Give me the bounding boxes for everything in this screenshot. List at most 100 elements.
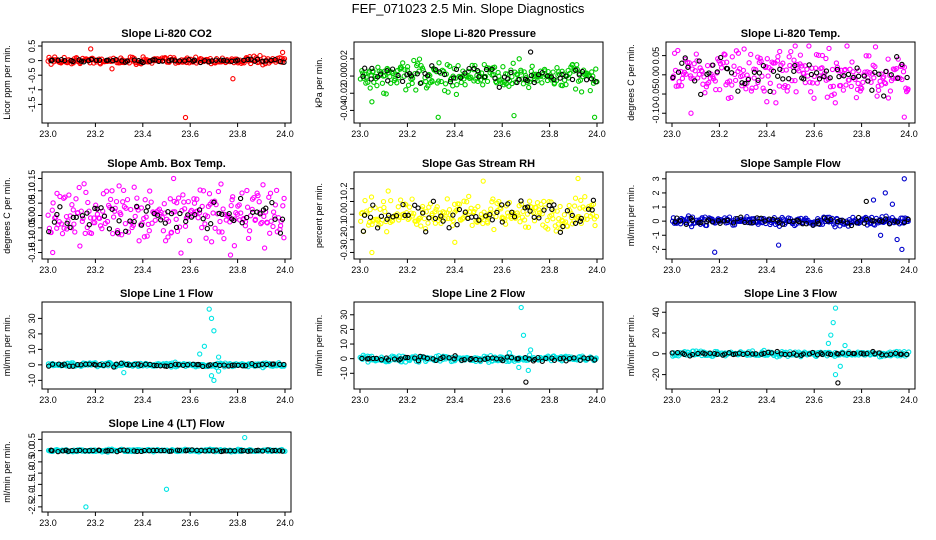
y-axis-label: degrees C per min. xyxy=(626,44,636,121)
data-point xyxy=(871,75,877,81)
data-point xyxy=(490,196,496,202)
data-point xyxy=(395,204,401,210)
data-point xyxy=(704,62,711,69)
data-point xyxy=(261,213,267,220)
data-point xyxy=(69,202,75,208)
data-point xyxy=(793,89,799,95)
series-black xyxy=(670,54,910,99)
data-point xyxy=(894,54,900,60)
data-point xyxy=(396,217,402,223)
data-point xyxy=(393,72,399,78)
data-point xyxy=(435,78,442,84)
data-point xyxy=(184,362,191,368)
data-point xyxy=(467,356,473,363)
x-tick-label: 23.4 xyxy=(758,265,776,275)
data-point xyxy=(833,60,840,66)
data-point xyxy=(886,221,893,227)
data-point xyxy=(226,363,232,369)
y-axis-label: ml/min per min. xyxy=(626,185,636,247)
data-point xyxy=(135,361,141,367)
x-tick-label: 23.2 xyxy=(711,265,729,275)
data-point xyxy=(456,201,463,207)
data-point-outlier xyxy=(211,328,217,334)
data-point xyxy=(176,58,183,64)
x-tick-label: 24.0 xyxy=(276,395,294,405)
y-tick-label: -0.3 xyxy=(339,245,349,261)
data-point xyxy=(239,363,246,369)
y-tick-label: -1.5 xyxy=(27,97,37,113)
data-point xyxy=(505,201,511,207)
data-point xyxy=(76,184,82,191)
data-point xyxy=(735,88,741,94)
data-point xyxy=(199,203,205,210)
data-point xyxy=(541,207,547,213)
data-point xyxy=(75,361,81,368)
data-point xyxy=(362,65,368,71)
data-point xyxy=(688,75,694,81)
y-tick-label: 0.0 xyxy=(339,208,349,221)
data-point xyxy=(863,53,869,59)
data-point xyxy=(774,348,780,355)
data-point xyxy=(419,203,426,210)
data-point xyxy=(806,62,812,68)
x-tick-label: 24.0 xyxy=(276,129,294,139)
chart-title: Slope Line 2 Flow xyxy=(432,288,525,300)
data-point xyxy=(200,188,207,194)
series-colored xyxy=(670,305,912,378)
data-point xyxy=(861,73,867,79)
data-point xyxy=(883,216,889,222)
data-point xyxy=(489,66,495,72)
data-point-outlier xyxy=(381,90,387,96)
data-point xyxy=(183,218,189,225)
data-point xyxy=(151,362,157,369)
data-point xyxy=(553,228,559,234)
data-point xyxy=(58,221,65,227)
data-point xyxy=(837,82,844,89)
data-point xyxy=(846,77,852,83)
y-tick-label: 0.05 xyxy=(651,47,661,65)
data-point xyxy=(173,216,179,222)
data-point xyxy=(423,78,429,85)
data-point xyxy=(696,71,702,78)
data-point xyxy=(176,224,183,230)
data-point xyxy=(869,217,875,224)
data-point xyxy=(446,207,453,213)
data-point xyxy=(251,194,257,201)
data-point-outlier xyxy=(116,183,122,189)
data-point xyxy=(48,229,54,236)
data-point xyxy=(453,91,460,98)
data-point xyxy=(718,54,724,61)
data-point xyxy=(849,59,855,65)
data-point xyxy=(281,361,287,368)
data-point xyxy=(368,194,375,200)
data-point xyxy=(432,220,439,226)
data-point xyxy=(141,447,148,454)
data-point xyxy=(472,62,478,69)
data-point xyxy=(148,199,154,205)
x-tick-label: 23.8 xyxy=(229,129,247,139)
data-point xyxy=(767,88,773,95)
data-point xyxy=(698,219,704,226)
x-tick-label: 24.0 xyxy=(588,265,606,275)
data-point xyxy=(182,223,189,229)
data-point xyxy=(417,80,424,86)
data-point xyxy=(245,448,251,454)
data-point xyxy=(786,54,792,60)
data-point xyxy=(189,447,195,453)
data-point xyxy=(418,62,424,69)
data-point xyxy=(531,79,537,86)
data-point xyxy=(385,78,391,84)
data-point xyxy=(885,95,892,101)
series-black xyxy=(46,195,286,236)
data-point xyxy=(99,225,105,232)
data-point-outlier xyxy=(452,239,458,245)
data-point xyxy=(105,361,111,367)
data-point xyxy=(367,214,374,220)
data-point xyxy=(776,83,782,89)
data-point xyxy=(571,203,578,209)
data-point xyxy=(237,195,244,202)
x-tick-label: 23.2 xyxy=(711,395,729,405)
data-point xyxy=(232,448,238,454)
data-point xyxy=(224,58,230,64)
data-point-outlier xyxy=(842,342,848,349)
